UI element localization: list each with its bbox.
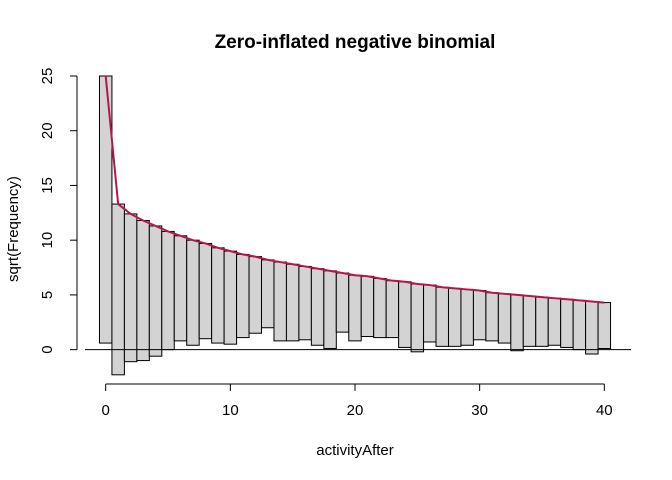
bar-7 (186, 239, 200, 346)
bar-15 (285, 263, 300, 342)
x-tick-label-40: 40 (596, 402, 613, 419)
x-axis-label: activityAfter (316, 442, 394, 459)
bar-33 (510, 294, 524, 352)
bar-11 (236, 253, 250, 339)
bar-38 (572, 299, 587, 351)
bars-group (98, 75, 612, 376)
bar-10 (223, 250, 238, 345)
y-tick-label-0: 0 (39, 345, 56, 353)
bar-25 (410, 283, 425, 353)
bar-3 (136, 219, 150, 362)
y-tick-label-5: 5 (39, 291, 56, 299)
y-tick-label-10: 10 (39, 232, 56, 249)
bar-36 (547, 297, 562, 346)
bar-40 (597, 302, 612, 350)
x-axis: 0 10 20 30 40 (102, 383, 613, 419)
bar-32 (497, 293, 512, 344)
bar-35 (535, 296, 549, 347)
y-tick-label-25: 25 (39, 68, 56, 85)
bar-26 (423, 284, 437, 343)
bar-19 (335, 272, 350, 333)
x-tick-label-30: 30 (471, 402, 488, 419)
bar-17 (310, 268, 325, 346)
bar-30 (472, 290, 487, 341)
y-tick-label-20: 20 (39, 122, 56, 139)
bar-39 (585, 300, 599, 355)
expected-frequency-line (104, 75, 605, 304)
bar-37 (560, 298, 574, 348)
bar-9 (211, 247, 225, 344)
bar-20 (348, 274, 362, 342)
bar-18 (323, 270, 337, 350)
bar-23 (385, 280, 400, 339)
bar-16 (298, 265, 312, 341)
bar-5 (161, 230, 175, 351)
bar-12 (248, 256, 263, 334)
bar-34 (522, 295, 537, 347)
bar-31 (485, 292, 499, 342)
bar-4 (148, 225, 163, 357)
y-axis-label: sqrt(Frequency) (5, 176, 22, 282)
bar-21 (360, 275, 375, 337)
bar-29 (460, 288, 474, 346)
x-tick-label-0: 0 (102, 402, 110, 419)
bar-22 (373, 277, 387, 339)
chart-title: Zero-inflated negative binomial (215, 32, 496, 53)
bar-2 (123, 213, 138, 363)
x-tick-label-10: 10 (222, 402, 239, 419)
x-tick-label-20: 20 (347, 402, 364, 419)
bar-8 (198, 242, 213, 340)
bar-27 (435, 286, 449, 347)
y-tick-label-15: 15 (39, 177, 56, 194)
bar-6 (173, 235, 188, 342)
y-axis: 0 5 10 15 20 25 (39, 68, 78, 354)
bar-14 (273, 261, 287, 342)
bar-24 (398, 281, 412, 348)
bar-13 (261, 259, 275, 329)
bar-28 (447, 287, 462, 347)
